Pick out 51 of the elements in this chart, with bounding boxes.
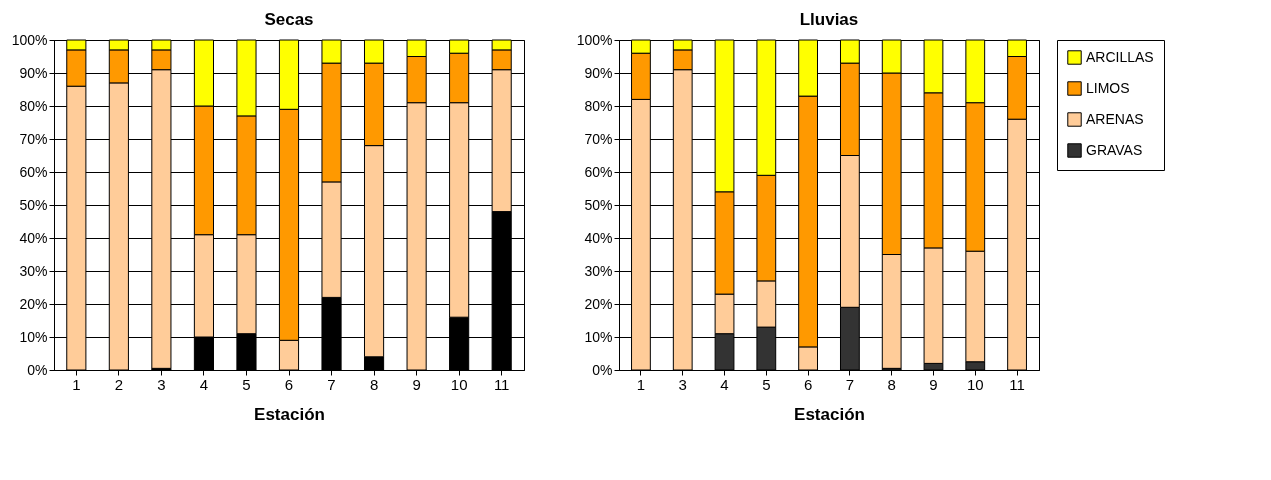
y-tick-label: 50% — [19, 196, 48, 213]
y-tick-label: 80% — [19, 97, 48, 114]
x-tick-label: 3 — [678, 375, 687, 393]
legend-label: ARCILLAS — [1086, 48, 1154, 65]
x-axis-title: Estación — [254, 404, 325, 424]
y-tick-label: 40% — [19, 229, 48, 246]
y-tick-label: 70% — [584, 130, 613, 147]
y-tick-label: 60% — [584, 163, 613, 180]
x-tick-label: 9 — [412, 375, 421, 393]
y-tick-label: 0% — [27, 361, 48, 378]
y-tick-label: 30% — [584, 262, 613, 279]
y-tick-label: 60% — [19, 163, 48, 180]
x-tick-label: 4 — [199, 375, 209, 393]
y-tick-label: 10% — [19, 328, 48, 345]
x-tick-label: 2 — [114, 375, 124, 393]
chart-title: Secas — [264, 10, 314, 29]
y-tick-label: 90% — [584, 64, 613, 81]
x-tick-label: 6 — [803, 375, 813, 393]
y-tick-label: 90% — [19, 64, 48, 81]
legend-label: GRAVAS — [1086, 141, 1143, 158]
x-tick-label: 8 — [369, 375, 379, 393]
y-tick-label: 50% — [584, 196, 613, 213]
y-tick-label: 30% — [19, 262, 48, 279]
y-tick-label: 20% — [19, 295, 48, 312]
x-tick-label: 1 — [636, 375, 646, 393]
x-tick-label: 5 — [242, 375, 251, 393]
x-tick-label: 7 — [845, 375, 855, 393]
x-tick-label: 10 — [966, 375, 984, 393]
chart-title: Lluvias — [799, 10, 859, 29]
legend-label: ARENAS — [1086, 110, 1144, 127]
x-tick-label: 7 — [327, 375, 336, 393]
x-tick-label: 11 — [1009, 375, 1025, 393]
x-tick-label: 8 — [887, 375, 896, 393]
y-tick-label: 100% — [576, 31, 613, 48]
y-tick-label: 0% — [592, 361, 613, 378]
y-tick-label: 20% — [584, 295, 613, 312]
y-tick-label: 70% — [19, 130, 48, 147]
x-tick-label: 9 — [929, 375, 938, 393]
x-axis-title: Estación — [794, 404, 865, 424]
y-tick-label: 40% — [584, 229, 613, 246]
x-tick-label: 6 — [284, 375, 294, 393]
y-tick-label: 100% — [11, 31, 48, 48]
x-tick-label: 10 — [450, 375, 468, 393]
x-tick-label: 5 — [762, 375, 771, 393]
y-tick-label: 80% — [584, 97, 613, 114]
x-tick-label: 1 — [72, 375, 81, 393]
legend-label: LIMOS — [1086, 79, 1130, 96]
x-tick-label: 3 — [157, 375, 166, 393]
x-tick-label: 4 — [720, 375, 729, 393]
y-tick-label: 10% — [584, 328, 613, 345]
x-tick-label: 11 — [493, 375, 510, 393]
